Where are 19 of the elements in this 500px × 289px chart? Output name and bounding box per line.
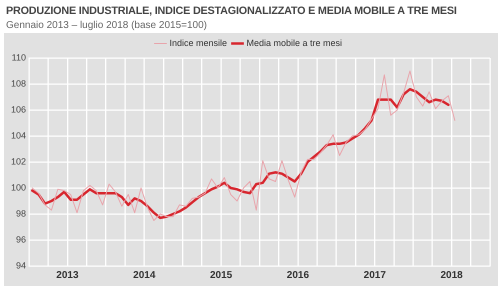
x-tick-label: 2017 — [364, 270, 386, 281]
y-tick-label: 108 — [10, 78, 26, 88]
x-tick-label: 2016 — [286, 270, 310, 281]
y-tick-label: 98 — [16, 208, 26, 218]
y-tick-label: 100 — [10, 182, 26, 192]
x-tick-label: 2015 — [210, 270, 233, 281]
y-tick-label: 96 — [16, 234, 26, 244]
legend-label: Indice mensile — [169, 38, 227, 48]
x-tick-label: 2014 — [133, 270, 156, 281]
x-tick-label: 2018 — [440, 270, 464, 281]
y-tick-label: 104 — [10, 130, 26, 140]
y-tick-label: 102 — [10, 156, 26, 166]
legend-label: Media mobile a tre mesi — [246, 38, 342, 48]
y-tick-label: 110 — [12, 52, 26, 62]
chart-title: PRODUZIONE INDUSTRIALE, INDICE DESTAGIONALIZZATO E MEDIA MOBILE A TRE MESI — [6, 5, 457, 17]
x-tick-label: 2013 — [56, 270, 79, 281]
y-tick-label: 106 — [10, 104, 26, 114]
chart-subtitle: Gennaio 2013 – luglio 2018 (base 2015=100) — [6, 20, 207, 31]
y-tick-label: 94 — [16, 260, 26, 270]
